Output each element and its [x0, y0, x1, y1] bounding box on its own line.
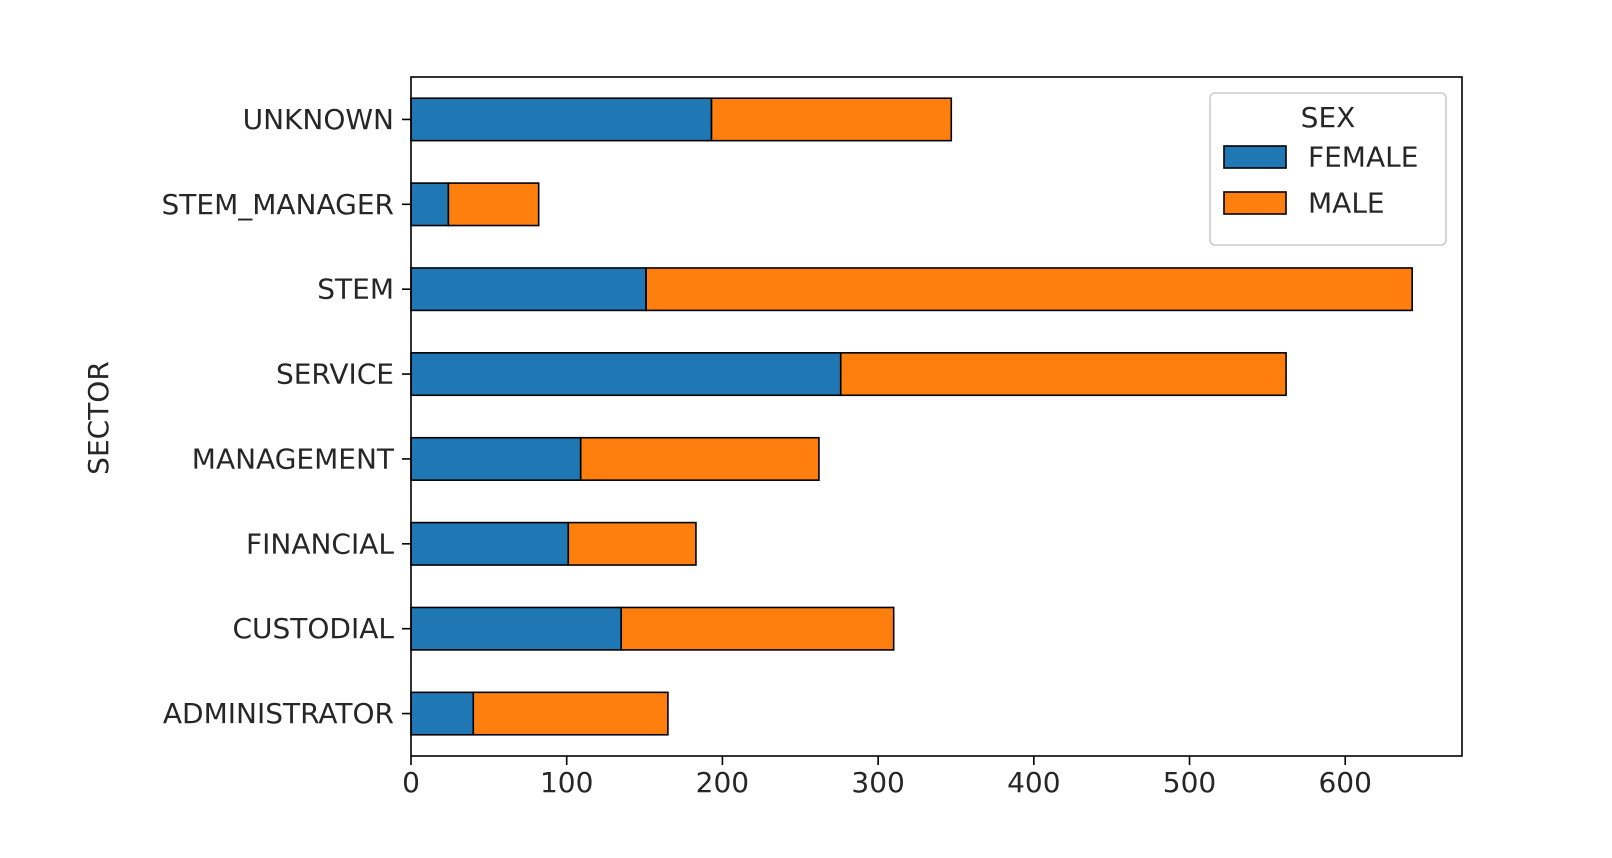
bar-male-stem_manager [447, 182, 540, 227]
x-tick-label: 400 [1007, 766, 1060, 799]
bars-layer [410, 97, 1413, 736]
y-tick-label: STEM [317, 273, 394, 306]
y-axis-label: SECTOR [82, 361, 115, 475]
bar-male-service [839, 352, 1287, 397]
y-tick-label: ADMINISTRATOR [163, 697, 394, 730]
legend-swatch-female [1223, 145, 1287, 169]
x-tick-label: 100 [540, 766, 593, 799]
y-tick-label: FINANCIAL [246, 527, 394, 560]
bar-male-management [579, 436, 820, 481]
x-tick-label: 0 [402, 766, 420, 799]
legend: SEX FEMALE MALE [1209, 92, 1447, 246]
bar-male-stem [645, 267, 1413, 312]
y-tick-label: MANAGEMENT [192, 442, 395, 475]
bar-female-management [410, 436, 582, 481]
y-tick-label: CUSTODIAL [232, 612, 394, 645]
bar-female-service [410, 352, 842, 397]
x-tick-label: 600 [1318, 766, 1371, 799]
x-tick-label: 200 [696, 766, 749, 799]
x-axis: 0 100 200 300 400 500 600 [402, 756, 1372, 799]
bar-male-financial [567, 521, 697, 566]
bar-female-stem [410, 267, 647, 312]
y-tick-label: STEM_MANAGER [162, 188, 395, 221]
bar-female-unknown [410, 97, 713, 142]
x-tick-label: 500 [1163, 766, 1216, 799]
x-tick-label: 300 [851, 766, 904, 799]
bar-male-custodial [620, 606, 895, 651]
y-axis: ADMINISTRATOR CUSTODIAL FINANCIAL MANAGEMEN… [162, 103, 411, 730]
y-tick-label: UNKNOWN [243, 103, 394, 136]
bar-male-unknown [710, 97, 953, 142]
bar-male-administrator [472, 691, 669, 736]
y-tick-label: SERVICE [276, 358, 394, 391]
plot-area-frame [410, 76, 1463, 757]
legend-label-male: MALE [1308, 187, 1385, 220]
bar-female-administrator [410, 691, 475, 736]
legend-label-female: FEMALE [1308, 141, 1418, 174]
legend-swatch-male [1223, 191, 1287, 215]
bar-female-stem_manager [410, 182, 450, 227]
bar-female-custodial [410, 606, 622, 651]
legend-title: SEX [1301, 101, 1356, 134]
bar-female-financial [410, 521, 570, 566]
